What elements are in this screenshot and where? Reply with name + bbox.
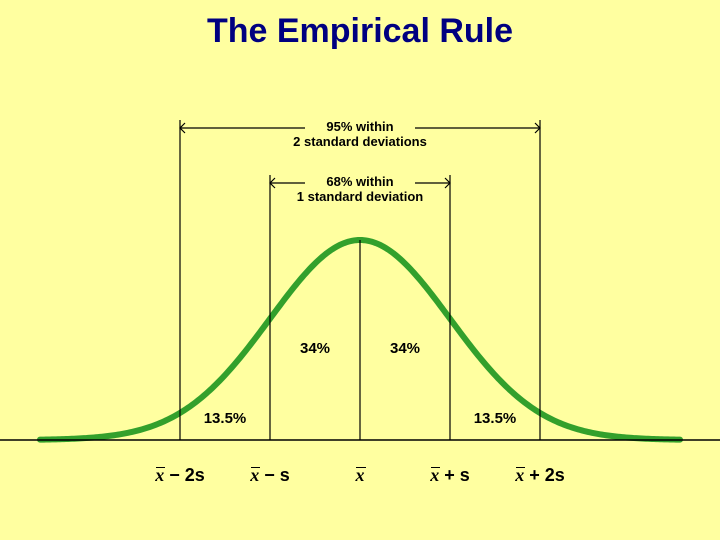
xaxis-suffix: + 2s bbox=[524, 465, 565, 485]
diagram-canvas bbox=[0, 0, 720, 540]
range-68-line1: 68% within bbox=[240, 174, 480, 189]
label-34-right: 34% bbox=[285, 340, 525, 357]
range-95-line2: 2 standard deviations bbox=[240, 134, 480, 149]
range-68-line2: 1 standard deviation bbox=[240, 189, 480, 204]
label-135-left: 13.5% bbox=[105, 410, 345, 427]
label-135-right: 13.5% bbox=[375, 410, 615, 427]
xaxis-label-plus-2s: x + 2s bbox=[420, 465, 660, 486]
range-95-line1: 95% within bbox=[240, 119, 480, 134]
